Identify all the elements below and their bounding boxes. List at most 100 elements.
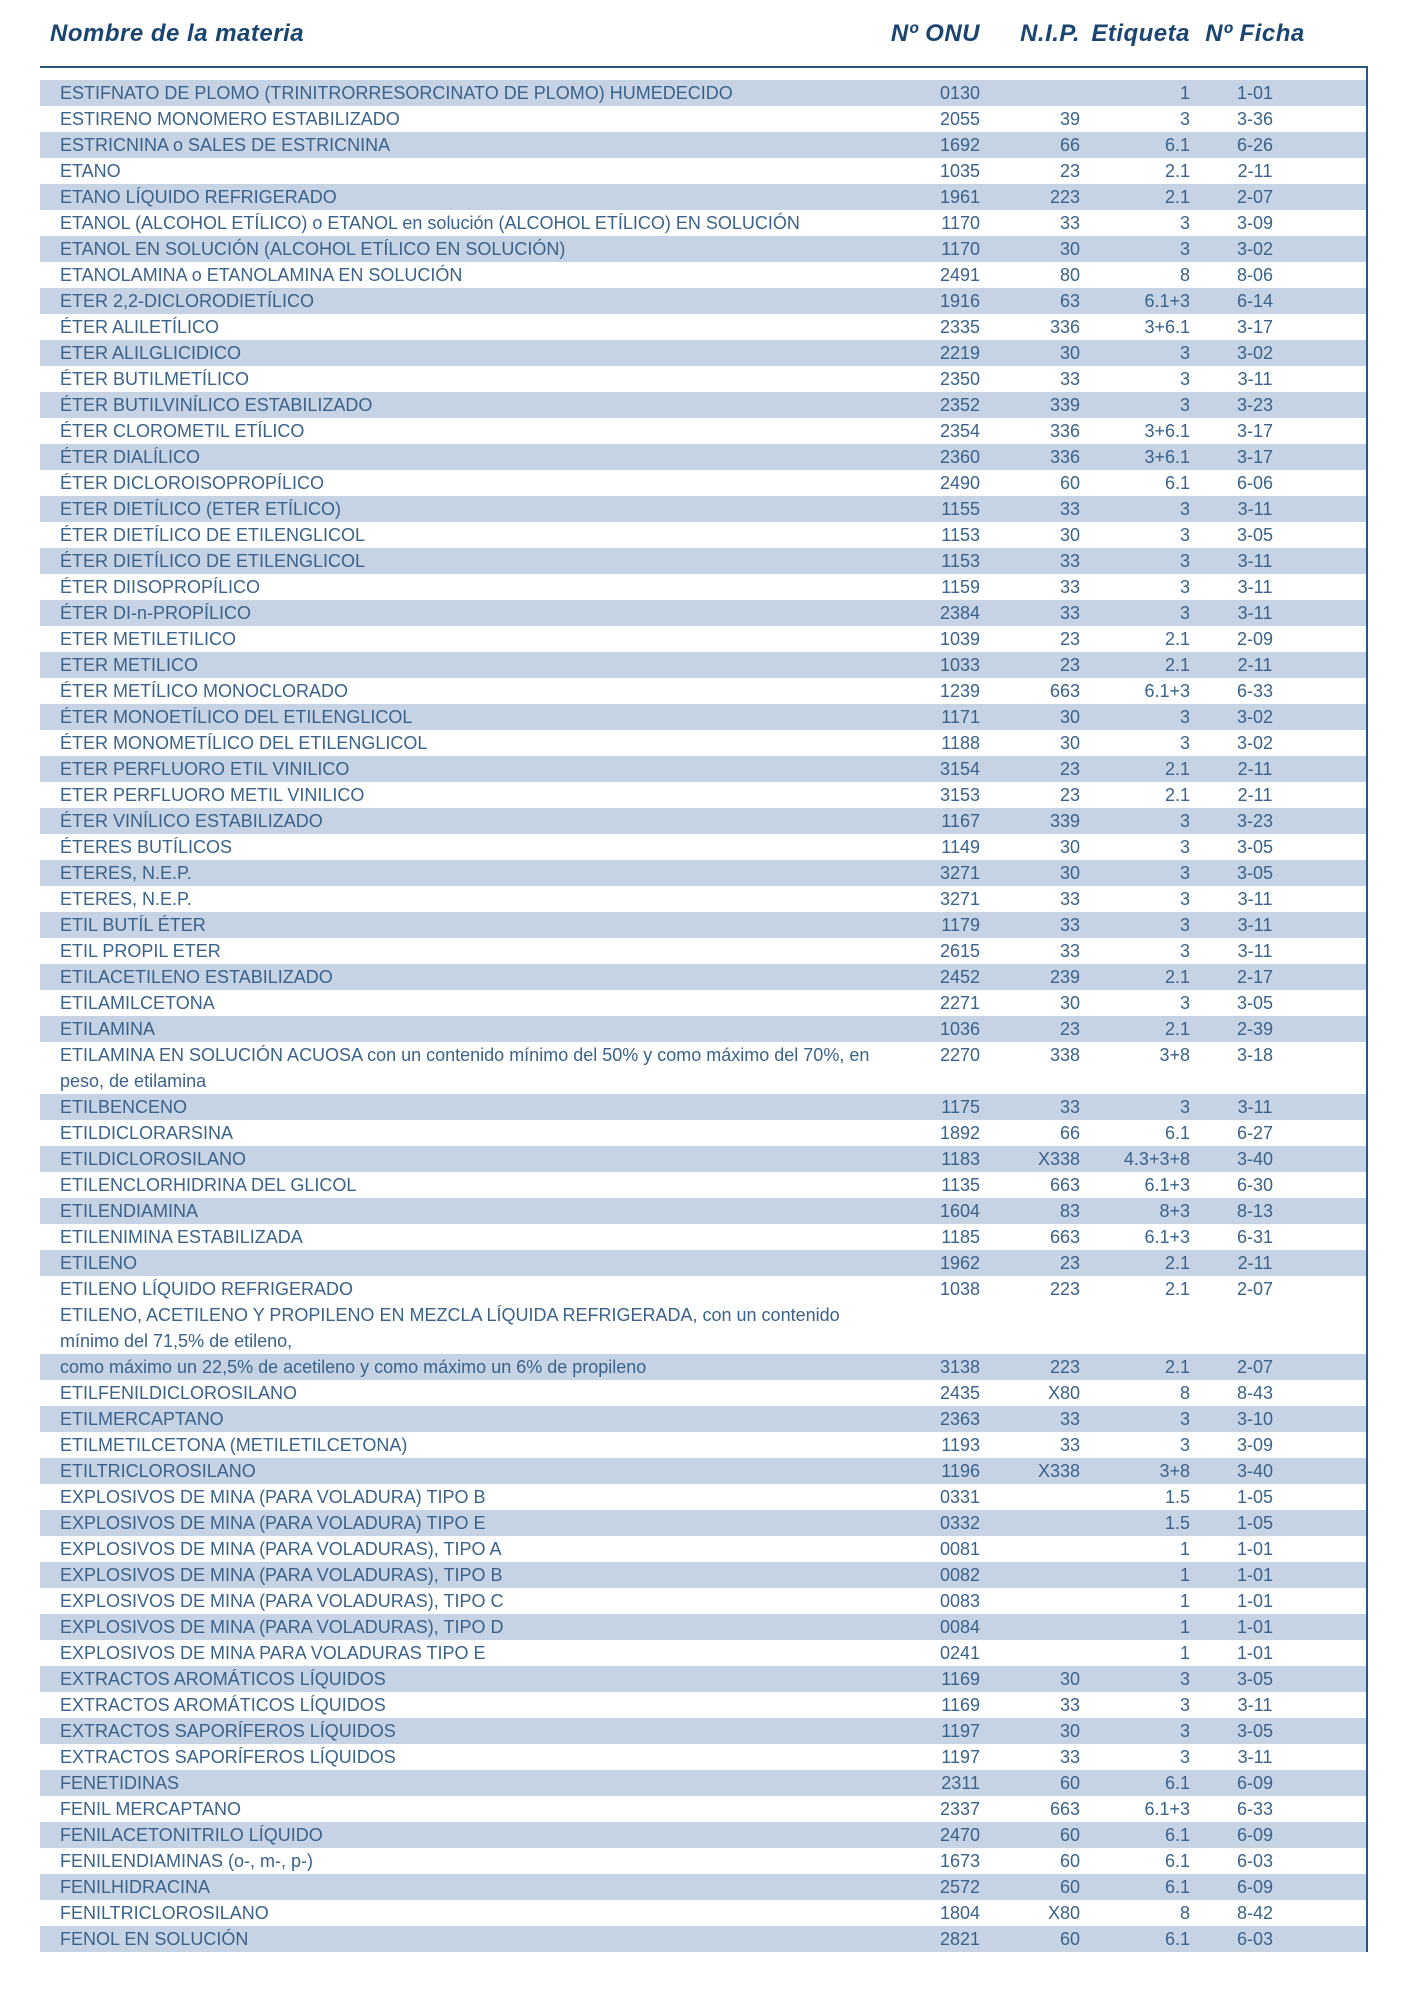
cell-name: ÉTER BUTILVINÍLICO ESTABILIZADO [50,392,880,418]
cell-onu: 1033 [880,652,980,678]
cell-ficha: 3-17 [1200,444,1310,470]
cell-name: EXTRACTOS AROMÁTICOS LÍQUIDOS [50,1692,880,1718]
cell-onu: 2352 [880,392,980,418]
cell-onu: 1170 [880,210,980,236]
cell-name: ETILENO [50,1250,880,1276]
cell-ficha: 3-02 [1200,236,1310,262]
cell-name: ÉTER MONOMETÍLICO DEL ETILENGLICOL [50,730,880,756]
cell-etiq: 3 [1080,1718,1200,1744]
cell-name: ETANOLAMINA o ETANOLAMINA EN SOLUCIÓN [50,262,880,288]
cell-name: EXPLOSIVOS DE MINA (PARA VOLADURAS), TIP… [50,1562,880,1588]
cell-onu: 2435 [880,1380,980,1406]
cell-ficha: 2-11 [1200,1250,1310,1276]
cell-onu: 0130 [880,80,980,106]
cell-nip: 33 [980,1406,1080,1432]
cell-etiq: 2.1 [1080,1354,1200,1380]
cell-onu: 1962 [880,1250,980,1276]
cell-nip: X80 [980,1900,1080,1926]
cell-ficha: 3-11 [1200,548,1310,574]
cell-onu: 0081 [880,1536,980,1562]
table-row: ETANOL (ALCOHOL ETÍLICO) o ETANOL en sol… [40,210,1366,236]
cell-name: ETILAMINA [50,1016,880,1042]
cell-etiq: 6.1+3 [1080,678,1200,704]
cell-ficha: 6-09 [1200,1874,1310,1900]
cell-name: ETILAMINA EN SOLUCIÓN ACUOSA con un cont… [50,1042,880,1094]
cell-name: ÉTER CLOROMETIL ETÍLICO [50,418,880,444]
cell-name: ÉTER BUTILMETÍLICO [50,366,880,392]
cell-etiq: 1.5 [1080,1510,1200,1536]
cell-nip: 39 [980,106,1080,132]
cell-nip: 239 [980,964,1080,990]
cell-ficha: 3-05 [1200,990,1310,1016]
cell-nip: 336 [980,444,1080,470]
cell-ficha: 2-11 [1200,652,1310,678]
cell-ficha: 3-11 [1200,366,1310,392]
cell-nip: 60 [980,1926,1080,1952]
cell-ficha: 3-05 [1200,834,1310,860]
cell-name: ETER DIETÍLICO (ETER ETÍLICO) [50,496,880,522]
cell-name: ETERES, N.E.P. [50,886,880,912]
cell-name: ETER PERFLUORO ETIL VINILICO [50,756,880,782]
cell-onu: 2350 [880,366,980,392]
cell-etiq: 3 [1080,938,1200,964]
table-row: ETANO1035232.12-11 [40,158,1366,184]
cell-nip [980,1640,1080,1666]
cell-ficha: 1-01 [1200,1588,1310,1614]
cell-etiq: 1 [1080,1536,1200,1562]
table-row: EXPLOSIVOS DE MINA (PARA VOLADURAS), TIP… [40,1536,1366,1562]
cell-onu: 1185 [880,1224,980,1250]
cell-etiq: 8 [1080,262,1200,288]
cell-nip: 23 [980,756,1080,782]
cell-nip: 23 [980,1016,1080,1042]
cell-onu: 1135 [880,1172,980,1198]
table-row: ETANO LÍQUIDO REFRIGERADO19612232.12-07 [40,184,1366,210]
table-row: ETER ALILGLICIDICO22193033-02 [40,340,1366,366]
table-row: ÉTER METÍLICO MONOCLORADO12396636.1+36-3… [40,678,1366,704]
cell-ficha: 6-30 [1200,1172,1310,1198]
cell-name: EXTRACTOS SAPORÍFEROS LÍQUIDOS [50,1744,880,1770]
table-row: ETILFENILDICLOROSILANO2435X8088-43 [40,1380,1366,1406]
cell-onu: 2491 [880,262,980,288]
cell-nip: 60 [980,1848,1080,1874]
cell-etiq: 3 [1080,808,1200,834]
cell-ficha: 3-02 [1200,704,1310,730]
cell-name: ETILENO, ACETILENO Y PROPILENO EN MEZCLA… [50,1302,880,1354]
table-row: ÉTER DICLOROISOPROPÍLICO2490606.16-06 [40,470,1366,496]
table-row: EXPLOSIVOS DE MINA (PARA VOLADURAS), TIP… [40,1614,1366,1640]
table-row: EXTRACTOS SAPORÍFEROS LÍQUIDOS11973333-1… [40,1744,1366,1770]
cell-ficha: 3-02 [1200,730,1310,756]
cell-nip: 23 [980,652,1080,678]
cell-ficha: 3-11 [1200,1094,1310,1120]
cell-onu: 1175 [880,1094,980,1120]
table-row: ÉTERES BUTÍLICOS11493033-05 [40,834,1366,860]
cell-etiq: 6.1 [1080,470,1200,496]
table-row: ETIL PROPIL ETER26153333-11 [40,938,1366,964]
cell-ficha: 3-11 [1200,912,1310,938]
cell-onu: 0241 [880,1640,980,1666]
cell-name: ETILDICLOROSILANO [50,1146,880,1172]
table-row: ÉTER CLOROMETIL ETÍLICO23543363+6.13-17 [40,418,1366,444]
cell-ficha: 1-01 [1200,80,1310,106]
cell-onu: 1197 [880,1718,980,1744]
cell-ficha: 6-33 [1200,678,1310,704]
cell-nip [980,1562,1080,1588]
cell-onu: 0082 [880,1562,980,1588]
table-row: FENILACETONITRILO LÍQUIDO2470606.16-09 [40,1822,1366,1848]
cell-etiq: 1 [1080,1640,1200,1666]
cell-etiq: 3 [1080,366,1200,392]
cell-etiq: 3 [1080,600,1200,626]
cell-etiq: 8 [1080,1380,1200,1406]
cell-nip: 223 [980,184,1080,210]
cell-etiq: 8 [1080,1900,1200,1926]
table-row: EXTRACTOS SAPORÍFEROS LÍQUIDOS11973033-0… [40,1718,1366,1744]
cell-onu: 0332 [880,1510,980,1536]
cell-etiq: 3 [1080,834,1200,860]
cell-etiq: 3 [1080,1094,1200,1120]
cell-etiq: 3 [1080,236,1200,262]
cell-onu: 1036 [880,1016,980,1042]
table-row: ETILENIMINA ESTABILIZADA11856636.1+36-31 [40,1224,1366,1250]
cell-etiq: 1 [1080,80,1200,106]
cell-ficha: 2-09 [1200,626,1310,652]
cell-name: ETILENIMINA ESTABILIZADA [50,1224,880,1250]
cell-ficha: 6-31 [1200,1224,1310,1250]
